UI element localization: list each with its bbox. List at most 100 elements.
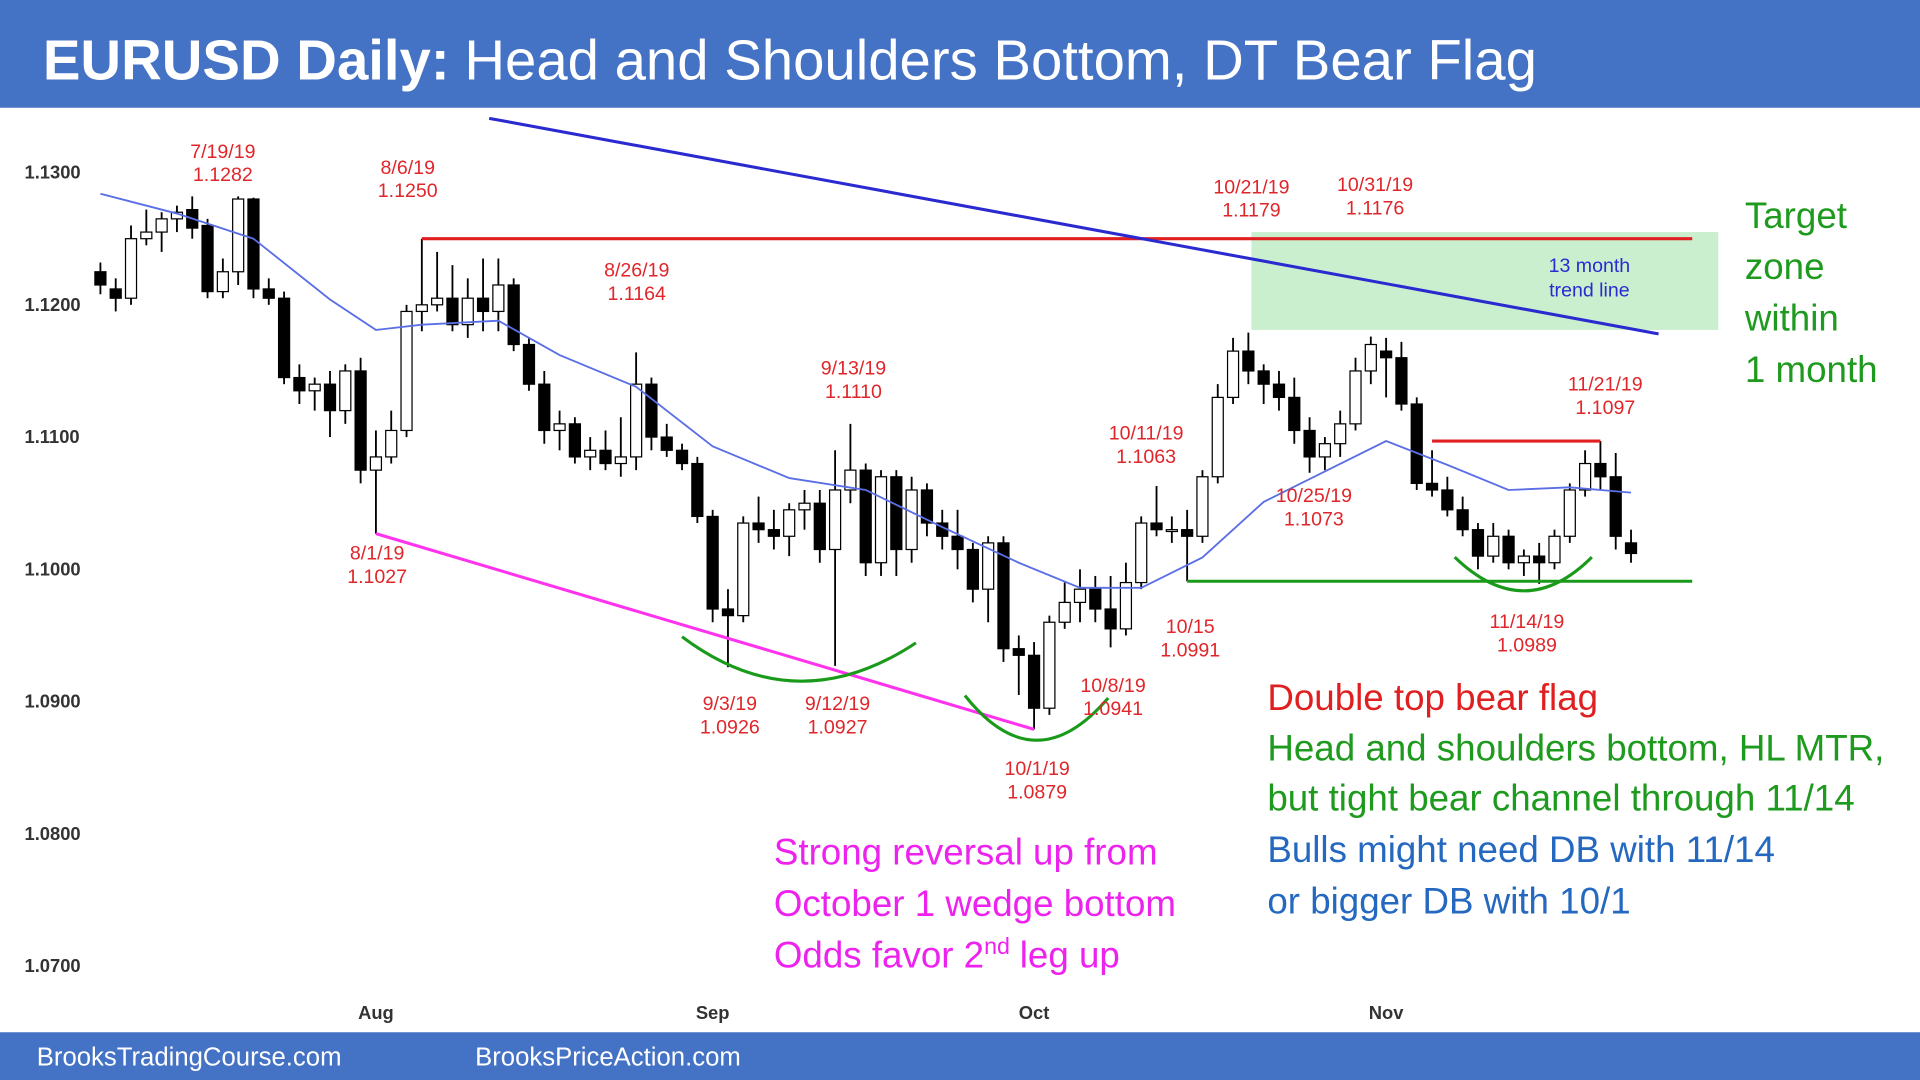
annotation-date: 11/14/19 [1490,611,1565,633]
candle-body [1517,555,1530,564]
annotation-price: 1.1164 [608,283,667,305]
candle-body [140,231,153,240]
arcs [681,556,1593,742]
candle-body [828,489,842,551]
candle-body [890,476,903,551]
candle-body [277,297,291,379]
candle-body [1288,396,1301,432]
candle-body [1012,648,1025,656]
note-text: Head and shoulders bottom, HL MTR, [1267,727,1884,768]
candle-body [1181,529,1194,537]
candle-body [859,469,872,564]
labels: 1.1300 1.1200 1.1100 1.1000 1.0900 1.0800 1.07… [24,141,1884,1023]
candle-body [400,310,413,432]
note-text: Bulls might need DB with 11/14 [1267,829,1775,870]
x-tick-label: Nov [1369,1002,1404,1023]
candle-body [1441,489,1454,511]
plot-area [94,116,1719,731]
y-tick-label: 1.1300 [24,162,80,183]
candle-body [767,529,780,537]
note-text: Target [1745,195,1847,236]
candle-body [522,343,536,385]
annotation-date: 10/25/19 [1276,485,1352,507]
note-text: Strong reversal up from [774,831,1158,872]
annotation-date: 7/19/19 [190,141,255,163]
annotation-date: 8/6/19 [381,157,435,179]
trend-line [488,116,1659,336]
candle-body [813,502,826,551]
annotation-date: 10/11/19 [1109,423,1184,445]
candle-body [737,522,750,617]
candle-body [1043,621,1056,709]
annotation-date: 10/15 [1166,616,1215,638]
candle-body [308,383,321,392]
candle-body [415,304,428,313]
candle-body [369,456,383,471]
note-text: or bigger DB with 10/1 [1267,880,1630,921]
annotation-price: 1.1282 [193,164,253,186]
candle-body [1257,370,1270,385]
candle-body [1211,396,1224,478]
annotation-price: 1.1176 [1346,197,1405,219]
note-superscript: nd [984,933,1010,959]
candle-body [951,535,964,551]
candle-body [798,502,811,511]
candle-body [920,489,934,524]
note-part: leg up [1020,934,1120,975]
candle-body [1548,535,1561,564]
annotation-price: 1.0879 [1007,781,1067,803]
annotation-price: 1.1179 [1222,200,1280,222]
candle-body [1502,535,1515,564]
candle-body [752,522,765,531]
candle-body [1150,522,1163,531]
candle-body [1533,555,1546,564]
annotation-price: 1.0941 [1083,698,1143,720]
note-text: Double top bear flag [1267,677,1598,718]
candle-body [339,370,352,412]
candle-body [874,476,888,564]
y-tick-label: 1.1000 [24,558,80,579]
candle-body [492,284,505,313]
y-tick-label: 1.0800 [24,823,80,844]
annotation-price: 1.1110 [825,381,882,403]
candle-body [1318,443,1332,458]
candle-body [1119,581,1133,630]
annotation-date: 8/1/19 [350,543,404,565]
candle-body [1104,608,1117,630]
candle-body [323,383,337,412]
candle-body [461,297,474,326]
title-bold: EURUSD Daily: [43,29,450,92]
candle-body [905,489,918,551]
x-tick-label: Oct [1019,1002,1050,1023]
y-tick-label: 1.0700 [24,955,80,976]
candle-body [109,288,122,299]
candle-body [1380,350,1393,359]
note-text: zone [1745,246,1825,287]
note-text: 1 month [1745,349,1878,390]
candle-body [584,449,597,458]
x-tick-label: Sep [696,1002,730,1023]
candle-body [1242,350,1255,372]
candle-body [553,423,566,432]
note-text: within [1744,298,1839,339]
candle-body [1578,462,1592,491]
candle-body [262,288,275,299]
trendline-label: 13 month [1549,255,1631,277]
target-zone [1251,232,1719,330]
candle-body [844,469,857,491]
candle-body [1226,350,1240,399]
shoulder-arc [681,635,917,683]
candle-body [1135,522,1148,584]
y-tick-label: 1.1100 [24,426,79,447]
candle-body [247,198,260,290]
annotation-date: 9/12/19 [805,693,870,715]
annotation-date: 8/26/19 [604,260,669,282]
candle-body [1165,529,1178,533]
candle-body [216,271,229,293]
candle-body [1456,509,1469,531]
trend-line [375,532,1035,731]
candle-body [660,436,673,451]
candle-body [155,218,168,233]
candle-body [706,515,719,610]
candle-body [1334,423,1347,445]
